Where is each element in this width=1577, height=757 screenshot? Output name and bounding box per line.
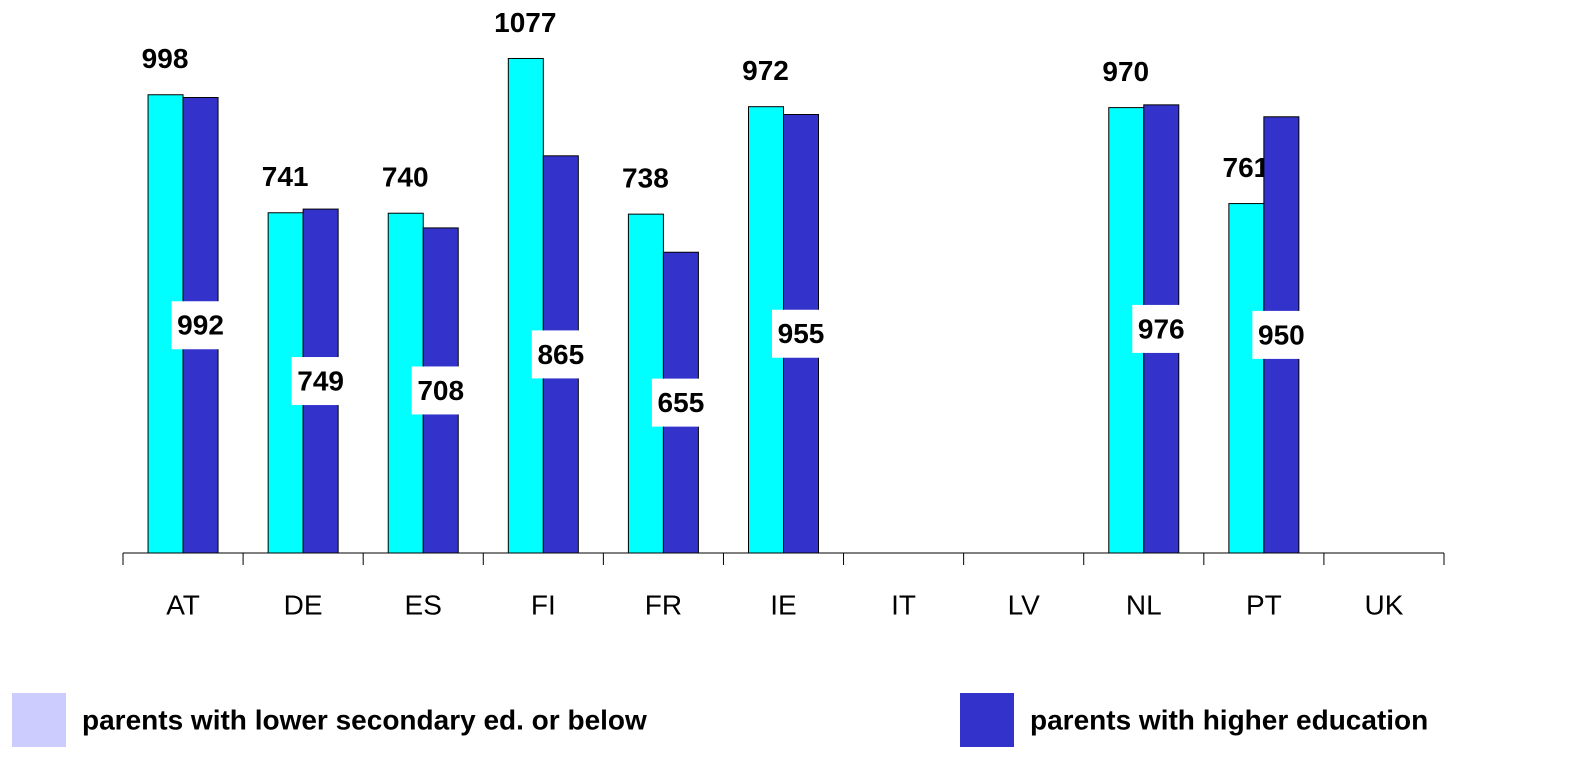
value-label-bg: [531, 330, 590, 379]
legend-swatch: [960, 693, 1014, 747]
value-label-bg: [1252, 310, 1311, 359]
value-label: 972: [742, 55, 789, 86]
value-label: 950: [1258, 319, 1305, 350]
value-label: 970: [1102, 56, 1149, 87]
value-label-bg: [651, 378, 710, 427]
legend-label: parents with higher education: [1030, 704, 1428, 735]
value-label-bg: [291, 357, 350, 406]
x-tick-label: UK: [1365, 589, 1404, 620]
value-label: 1077: [494, 7, 556, 38]
value-label: 749: [297, 365, 344, 396]
x-tick-label: PT: [1246, 589, 1282, 620]
x-tick-label: IE: [770, 589, 796, 620]
value-label-bg: [411, 366, 470, 415]
legend-label: parents with lower secondary ed. or belo…: [82, 704, 647, 735]
value-label: 761: [1223, 152, 1270, 183]
value-label-bg: [772, 309, 830, 358]
value-label: 738: [622, 163, 669, 194]
value-label: 865: [537, 339, 584, 370]
value-label: 992: [177, 310, 224, 341]
x-tick-label: NL: [1126, 589, 1162, 620]
value-label: 740: [382, 162, 429, 193]
bar: [1228, 203, 1265, 554]
x-tick-label: FI: [531, 589, 556, 620]
value-label: 976: [1138, 313, 1185, 344]
x-tick-label: LV: [1008, 589, 1040, 620]
value-label: 998: [142, 43, 189, 74]
value-label: 955: [778, 318, 825, 349]
value-label-bg: [171, 301, 230, 350]
x-tick-label: AT: [166, 589, 200, 620]
x-tick-label: ES: [405, 589, 442, 620]
legend-swatch: [12, 693, 66, 747]
value-label: 655: [658, 387, 705, 418]
bar: [507, 57, 544, 554]
value-label: 741: [262, 161, 309, 192]
value-label: 708: [417, 375, 464, 406]
x-tick-label: IT: [891, 589, 916, 620]
value-label-bg: [1132, 304, 1191, 353]
x-tick-label: FR: [645, 589, 682, 620]
x-tick-label: DE: [284, 589, 323, 620]
